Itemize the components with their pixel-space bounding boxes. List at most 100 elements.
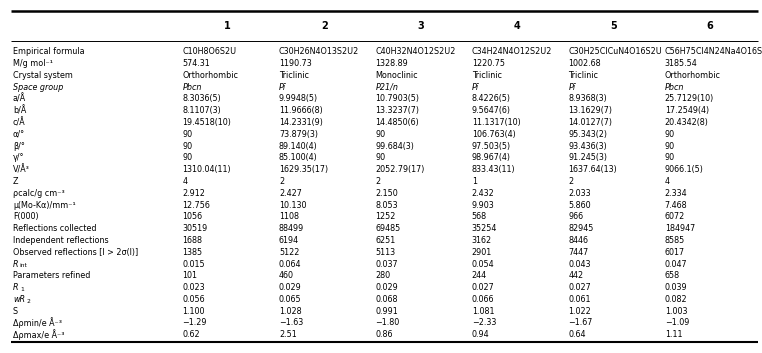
Text: 97.503(5): 97.503(5) [472,142,511,151]
Text: 4: 4 [183,177,187,186]
Text: 244: 244 [472,271,487,280]
Text: 2901: 2901 [472,248,492,257]
Text: 4: 4 [664,177,670,186]
Text: C40H32N4O12S2U2: C40H32N4O12S2U2 [376,47,456,56]
Text: 460: 460 [279,271,294,280]
Text: 90: 90 [183,142,193,151]
Text: 0.027: 0.027 [568,283,591,292]
Text: 1108: 1108 [279,213,299,221]
Text: 184947: 184947 [664,224,695,233]
Text: 90: 90 [664,154,675,162]
Text: 1.022: 1.022 [568,307,591,316]
Text: Pī: Pī [279,83,286,92]
Text: 5113: 5113 [376,248,395,257]
Text: 89.140(4): 89.140(4) [279,142,318,151]
Text: 3: 3 [418,20,424,31]
Text: 91.245(3): 91.245(3) [568,154,607,162]
Text: 101: 101 [183,271,197,280]
Text: 833.43(11): 833.43(11) [472,165,516,174]
Text: 1385: 1385 [183,248,203,257]
Text: Orthorhombic: Orthorhombic [664,71,721,80]
Text: 30519: 30519 [183,224,208,233]
Text: 90: 90 [376,154,386,162]
Text: 2.51: 2.51 [279,330,296,339]
Text: 0.62: 0.62 [183,330,200,339]
Text: 6: 6 [706,20,713,31]
Text: 442: 442 [568,271,584,280]
Text: c/Å: c/Å [13,118,26,127]
Text: 5122: 5122 [279,248,299,257]
Text: R: R [13,259,18,269]
Text: 0.037: 0.037 [376,259,398,269]
Text: 12.756: 12.756 [183,201,210,210]
Text: Reflections collected: Reflections collected [13,224,97,233]
Text: 11.9666(8): 11.9666(8) [279,106,322,115]
Text: 90: 90 [376,130,386,139]
Text: 1310.04(11): 1310.04(11) [183,165,231,174]
Text: 106.763(4): 106.763(4) [472,130,516,139]
Text: 3185.54: 3185.54 [664,59,697,68]
Text: Crystal system: Crystal system [13,71,73,80]
Text: 8.3036(5): 8.3036(5) [183,95,221,103]
Text: 0.082: 0.082 [664,295,687,304]
Text: 0.054: 0.054 [472,259,495,269]
Text: 1002.68: 1002.68 [568,59,601,68]
Text: 574.31: 574.31 [183,59,210,68]
Text: 5.860: 5.860 [568,201,591,210]
Text: 0.061: 0.061 [568,295,591,304]
Text: 90: 90 [183,130,193,139]
Text: 0.047: 0.047 [664,259,687,269]
Text: 90: 90 [664,130,675,139]
Text: 8446: 8446 [568,236,588,245]
Text: 1: 1 [20,287,24,292]
Text: 7.468: 7.468 [664,201,687,210]
Text: γ/°: γ/° [13,154,24,162]
Text: ρcalc/g cm⁻³: ρcalc/g cm⁻³ [13,189,65,198]
Text: 2: 2 [321,20,328,31]
Text: 88499: 88499 [279,224,304,233]
Text: 0.991: 0.991 [376,307,399,316]
Text: 82945: 82945 [568,224,594,233]
Text: 2: 2 [568,177,574,186]
Text: 2.432: 2.432 [472,189,495,198]
Text: F(000): F(000) [13,213,39,221]
Text: 0.86: 0.86 [376,330,393,339]
Text: 1688: 1688 [183,236,203,245]
Text: 6017: 6017 [664,248,685,257]
Text: M/g mol⁻¹: M/g mol⁻¹ [13,59,53,68]
Text: 0.64: 0.64 [568,330,586,339]
Text: 73.879(3): 73.879(3) [279,130,318,139]
Text: P21/n: P21/n [376,83,399,92]
Text: 0.039: 0.039 [664,283,687,292]
Text: −1.67: −1.67 [568,318,593,328]
Text: Pbcn: Pbcn [183,83,202,92]
Text: 1: 1 [472,177,477,186]
Text: Monoclinic: Monoclinic [376,71,418,80]
Text: 20.4342(8): 20.4342(8) [664,118,709,127]
Text: 1: 1 [224,20,231,31]
Text: 25.7129(10): 25.7129(10) [664,95,714,103]
Text: 966: 966 [568,213,584,221]
Text: V/Å³: V/Å³ [13,165,30,174]
Text: C10H8O6S2U: C10H8O6S2U [183,47,237,56]
Text: 14.2331(9): 14.2331(9) [279,118,323,127]
Text: −1.63: −1.63 [279,318,303,328]
Text: 2.912: 2.912 [183,189,206,198]
Text: C56H75Cl4N24Na4O16S4U4: C56H75Cl4N24Na4O16S4U4 [664,47,762,56]
Text: 2052.79(17): 2052.79(17) [376,165,424,174]
Text: 9.903: 9.903 [472,201,495,210]
Text: Pbcn: Pbcn [664,83,684,92]
Text: b/Å: b/Å [13,106,26,115]
Text: 90: 90 [183,154,193,162]
Text: 14.4850(6): 14.4850(6) [376,118,419,127]
Text: 10.7903(5): 10.7903(5) [376,95,419,103]
Text: 85.100(4): 85.100(4) [279,154,318,162]
Text: 1328.89: 1328.89 [376,59,408,68]
Text: 10.130: 10.130 [279,201,306,210]
Text: α/°: α/° [13,130,25,139]
Text: Observed reflections [I > 2σ(I)]: Observed reflections [I > 2σ(I)] [13,248,138,257]
Text: 1190.73: 1190.73 [279,59,312,68]
Text: 0.029: 0.029 [279,283,302,292]
Text: −1.29: −1.29 [183,318,207,328]
Text: Triclinic: Triclinic [279,71,309,80]
